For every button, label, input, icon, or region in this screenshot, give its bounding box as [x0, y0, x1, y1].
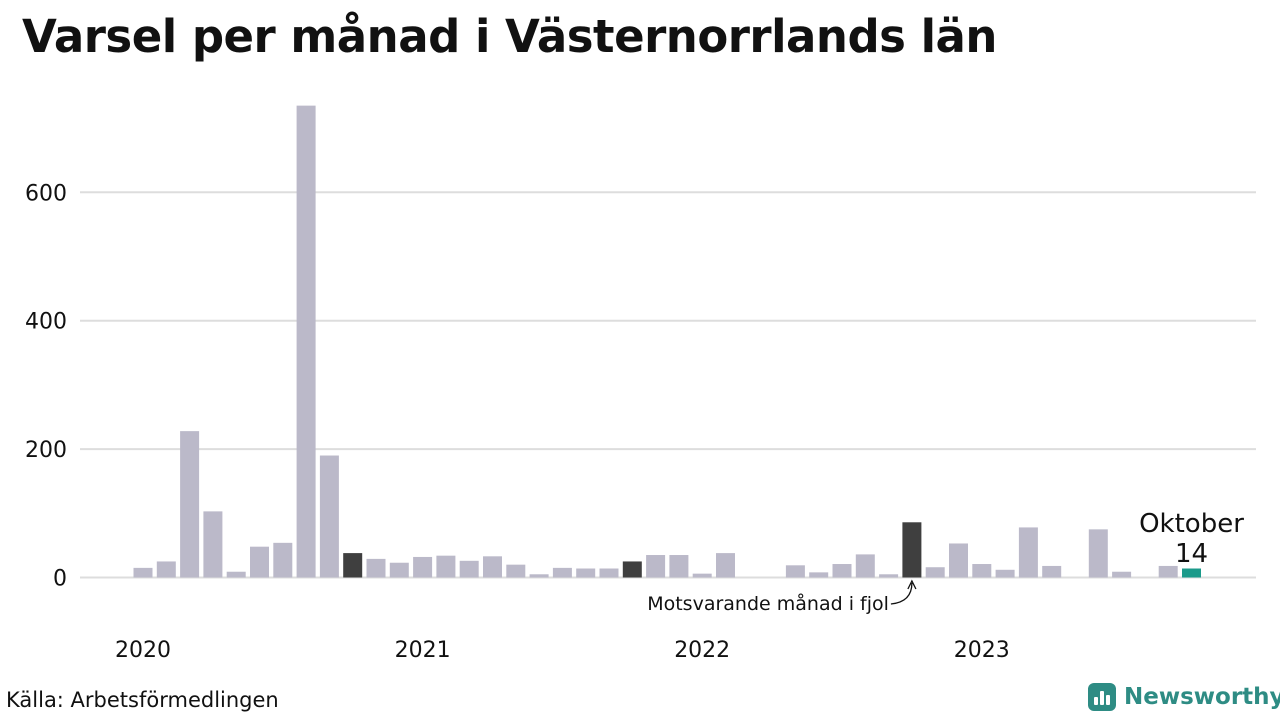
- gridlines: [80, 191, 1256, 579]
- bar: [203, 511, 223, 578]
- comparison-month-label: Motsvarande månad i fjol: [647, 592, 889, 615]
- bar: [1088, 529, 1108, 578]
- bar: [506, 564, 526, 578]
- bar: [716, 553, 735, 578]
- x-axis-ticks: 2020 2021 2022 2023: [115, 638, 1010, 663]
- annotation-arrowhead: [907, 579, 917, 590]
- bar: [1182, 568, 1201, 578]
- bar: [785, 565, 805, 578]
- bar: [413, 556, 433, 578]
- bar: [366, 558, 386, 578]
- y-tick-label: 600: [25, 181, 67, 206]
- bar: [319, 455, 339, 578]
- bar: [925, 567, 945, 578]
- current-month-label: Oktober: [1139, 509, 1244, 539]
- bar: [180, 431, 200, 578]
- newsworthy-logo[interactable]: Newsworthy: [1088, 683, 1280, 711]
- bar: [669, 555, 689, 578]
- bar: [250, 546, 269, 578]
- bar: [296, 105, 316, 578]
- bar: [483, 556, 502, 578]
- bar: [949, 543, 968, 578]
- bar: [552, 567, 572, 578]
- bar: [529, 574, 549, 578]
- x-tick-label: 2022: [674, 638, 730, 663]
- bar: [1018, 527, 1038, 578]
- bar: [622, 561, 642, 578]
- bar: [995, 569, 1015, 578]
- chart-title: Varsel per månad i Västernorrlands län: [22, 10, 997, 63]
- x-tick-label: 2023: [954, 638, 1010, 663]
- bar-chart-logo-icon: [1088, 683, 1116, 711]
- bar: [902, 522, 922, 578]
- bar: [389, 562, 409, 578]
- annotation-arrow: [890, 582, 913, 605]
- bar: [459, 560, 479, 578]
- bar: [972, 564, 992, 578]
- bar: [343, 553, 363, 578]
- bars: [133, 105, 1201, 578]
- bar: [273, 542, 293, 578]
- current-value-label: 14: [1175, 539, 1208, 569]
- bar: [809, 572, 829, 578]
- bar: [576, 568, 596, 578]
- bar: [599, 568, 619, 578]
- bar: [646, 555, 666, 578]
- source-credit: Källa: Arbetsförmedlingen: [6, 688, 279, 712]
- bar: [832, 564, 852, 578]
- bar: [1042, 565, 1062, 578]
- bar: [133, 567, 153, 578]
- y-axis-ticks: 0 200 400 600: [25, 181, 67, 591]
- bar: [1112, 571, 1132, 578]
- y-tick-label: 400: [25, 310, 67, 335]
- bar: [879, 574, 899, 578]
- y-tick-label: 0: [53, 567, 67, 592]
- bar: [692, 573, 712, 578]
- x-tick-label: 2020: [115, 638, 171, 663]
- bar: [1158, 565, 1178, 578]
- brand-name: Newsworthy: [1124, 684, 1280, 710]
- bar: [156, 561, 176, 578]
- y-tick-label: 200: [25, 438, 67, 463]
- x-tick-label: 2021: [395, 638, 451, 663]
- bar: [226, 571, 246, 578]
- bar: [436, 555, 456, 578]
- bar: [855, 554, 875, 578]
